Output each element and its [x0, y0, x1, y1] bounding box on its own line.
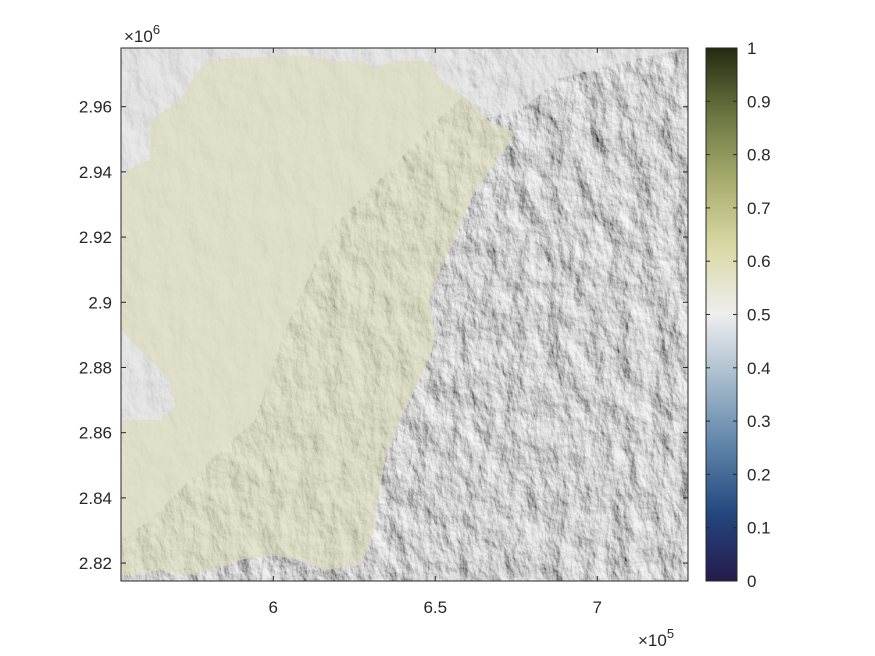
y-multiplier: ×106 [124, 22, 160, 46]
x-multiplier-base: ×10 [638, 631, 667, 650]
map-image [121, 48, 688, 581]
colorbar-tick-label: 0.7 [747, 199, 771, 218]
y-tick-label: 2.96 [79, 98, 112, 117]
colorbar-tick-label: 1 [747, 39, 756, 58]
colorbar-tick-label: 0 [747, 572, 756, 591]
x-multiplier: ×105 [638, 626, 674, 650]
x-multiplier-exp: 5 [667, 626, 674, 641]
colorbar-tick-label: 0.8 [747, 146, 771, 165]
y-tick-label: 2.94 [79, 163, 112, 182]
colorbar-tick-label: 0.6 [747, 252, 771, 271]
colorbar-tick-label: 0.9 [747, 92, 771, 111]
colorbar-tick-label: 0.5 [747, 306, 771, 325]
colorbar [706, 48, 737, 581]
y-tick-label: 2.88 [79, 358, 112, 377]
y-tick-label: 2.82 [79, 554, 112, 573]
y-tick-label: 2.9 [88, 293, 112, 312]
colorbar-tick-label: 0.2 [747, 465, 771, 484]
colorbar-tick-label: 0.4 [747, 359, 771, 378]
colorbar-tick-label: 0.3 [747, 412, 771, 431]
x-tick-label: 6 [269, 598, 278, 617]
y-multiplier-base: ×10 [124, 27, 153, 46]
y-tick-label: 2.86 [79, 424, 112, 443]
y-tick-label: 2.84 [79, 489, 112, 508]
x-tick-label: 6.5 [423, 598, 447, 617]
colorbar-tick-label: 0.1 [747, 519, 771, 538]
y-tick-label: 2.92 [79, 228, 112, 247]
y-multiplier-exp: 6 [153, 22, 160, 37]
x-tick-label: 7 [593, 598, 602, 617]
